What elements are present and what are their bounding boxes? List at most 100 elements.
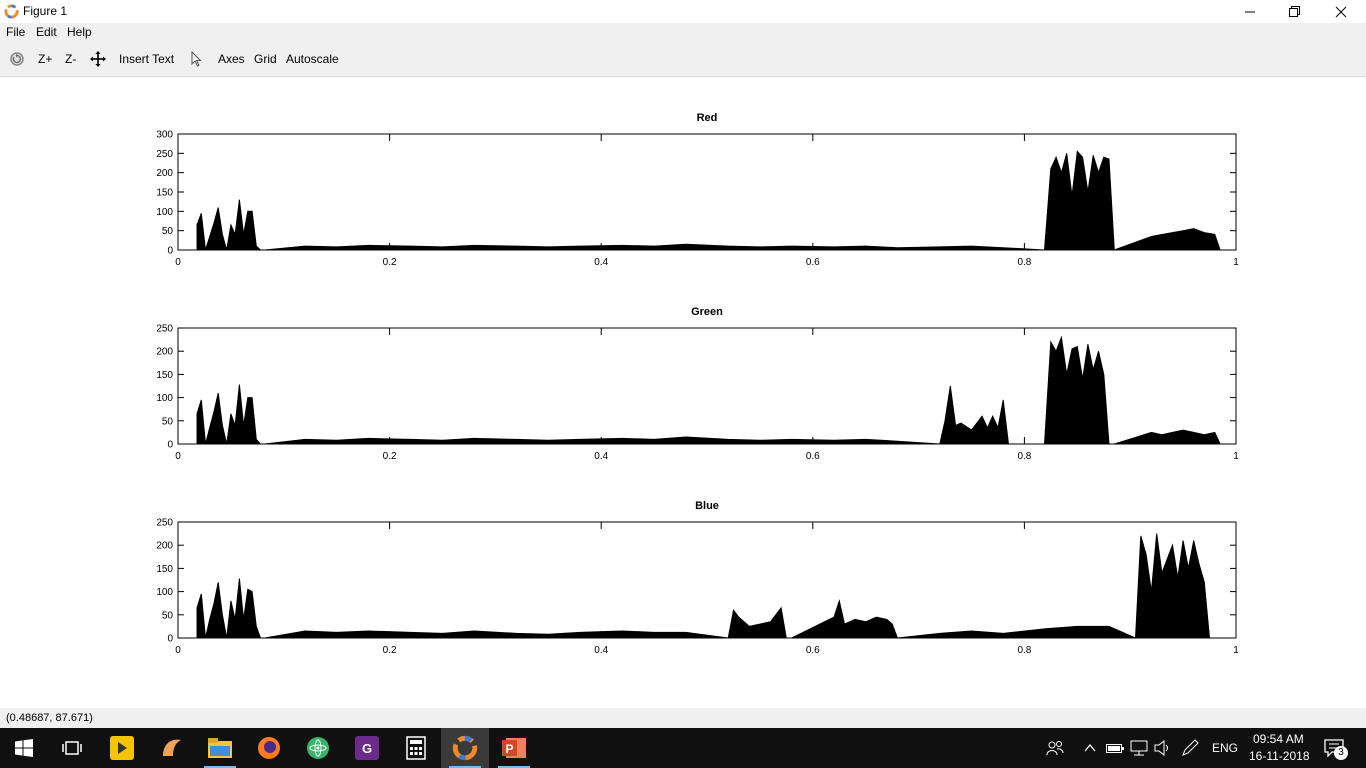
y-tick-label: 0 [167,440,173,451]
x-tick-label: 0.8 [1017,451,1031,462]
y-tick-label: 150 [156,188,173,199]
x-tick-label: 1 [1233,451,1239,462]
y-tick-label: 200 [156,168,173,179]
restore-icon [1289,5,1300,17]
player-icon [110,736,134,760]
axes-box [177,327,1237,445]
x-tick-label: 1 [1233,645,1239,656]
firefox-icon [258,737,280,759]
chart-title: Red [697,112,718,124]
notification-badge: 3 [1334,746,1348,760]
taskbar-octave[interactable] [441,728,489,768]
menu-file[interactable]: File [6,25,26,39]
taskbar-firefox[interactable] [245,728,293,768]
people-icon[interactable] [1046,739,1064,757]
pan-icon[interactable] [90,51,106,67]
taskbar-powerpoint[interactable]: P [490,728,538,768]
title-bar: Figure 1 [0,0,1366,23]
clock-date[interactable]: 16-11-2018 [1249,749,1310,763]
y-tick-label: 50 [162,416,174,427]
y-tick-label: 250 [156,149,173,160]
insert-text-button[interactable]: Insert Text [119,52,175,66]
series-area [196,335,1221,445]
select-cursor-icon[interactable] [189,51,205,67]
taskbar-file-explorer[interactable] [196,728,244,768]
calculator-icon [406,736,426,760]
taskbar-calculator[interactable] [392,728,440,768]
x-tick-label: 0.8 [1017,645,1031,656]
x-tick-label: 0.2 [383,645,397,656]
octave-icon [452,735,478,761]
y-tick-label: 200 [156,541,173,552]
y-tick-label: 0 [167,246,173,257]
maximize-button[interactable] [1272,0,1318,23]
x-tick-label: 0.2 [383,451,397,462]
y-tick-label: 100 [156,587,173,598]
pdf-icon: G [355,736,379,760]
axes-box [177,521,1237,639]
action-center-button[interactable]: 3 [1318,728,1358,768]
window-title: Figure 1 [23,4,68,18]
taskbar-pdf[interactable]: G [343,728,391,768]
x-tick-label: 0 [175,645,181,656]
minimize-button[interactable] [1227,0,1273,23]
y-tick-label: 50 [162,610,174,621]
rotate-icon[interactable] [9,51,25,67]
series-area [196,533,1210,639]
cursor-coordinates: (0.48687, 87.671) [6,712,93,724]
x-tick-label: 1 [1233,257,1239,268]
axes-button[interactable]: Axes [218,52,245,66]
grid-button[interactable]: Grid [254,52,277,66]
clock-time[interactable]: 09:54 AM [1253,732,1304,746]
y-tick-label: 100 [156,207,173,218]
start-button[interactable] [0,728,48,768]
taskbar-atom[interactable] [294,728,342,768]
x-tick-label: 0.6 [806,451,820,462]
x-tick-label: 0.4 [594,451,608,462]
taskbar: G P ENG 09:54 AM 16-11-2018 3 [0,728,1366,768]
svg-text:G: G [362,741,372,756]
x-tick-label: 0 [175,451,181,462]
series-area [196,150,1221,251]
taskbar-player[interactable] [98,728,146,768]
taskbar-fruit-app[interactable] [147,728,195,768]
battery-icon[interactable] [1106,741,1124,755]
menu-help[interactable]: Help [67,25,92,39]
file-explorer-icon [208,738,232,758]
chart-title: Blue [695,500,719,512]
x-tick-label: 0.6 [806,257,820,268]
y-tick-label: 250 [156,324,173,335]
zoom-in-button[interactable]: Z+ [38,52,53,66]
y-tick-label: 250 [156,518,173,529]
close-icon [1335,6,1347,17]
menu-bar: File Edit Help [0,23,1366,42]
network-icon[interactable] [1130,740,1148,756]
close-button[interactable] [1318,0,1364,23]
y-tick-label: 150 [156,370,173,381]
volume-icon[interactable] [1154,740,1172,756]
toolbar: Z+ Z- Insert Text Axes Grid Autoscale [0,42,1366,77]
chart-title: Green [691,306,723,318]
y-tick-label: 50 [162,226,174,237]
task-view-button[interactable] [48,728,96,768]
atom-icon [307,737,329,759]
y-tick-label: 0 [167,634,173,645]
powerpoint-icon: P [502,738,526,758]
figure-canvas[interactable]: Red 0 0.2 0.4 0.6 0.8 1 0 50 100 150 200 250 300 Green… [0,77,1366,708]
menu-edit[interactable]: Edit [36,25,57,39]
status-bar: (0.48687, 87.671) [0,708,1366,728]
x-tick-label: 0.2 [383,257,397,268]
windows-start-icon [15,739,33,757]
autoscale-button[interactable]: Autoscale [286,52,339,66]
task-view-icon [62,741,82,755]
y-tick-label: 300 [156,130,173,141]
y-tick-label: 100 [156,393,173,404]
x-tick-label: 0.4 [594,645,608,656]
x-tick-label: 0 [175,257,181,268]
language-indicator[interactable]: ENG [1212,741,1239,755]
pen-icon[interactable] [1181,739,1199,757]
zoom-out-button[interactable]: Z- [65,52,77,66]
chevron-up-icon[interactable] [1084,743,1096,753]
svg-text:P: P [505,742,513,756]
